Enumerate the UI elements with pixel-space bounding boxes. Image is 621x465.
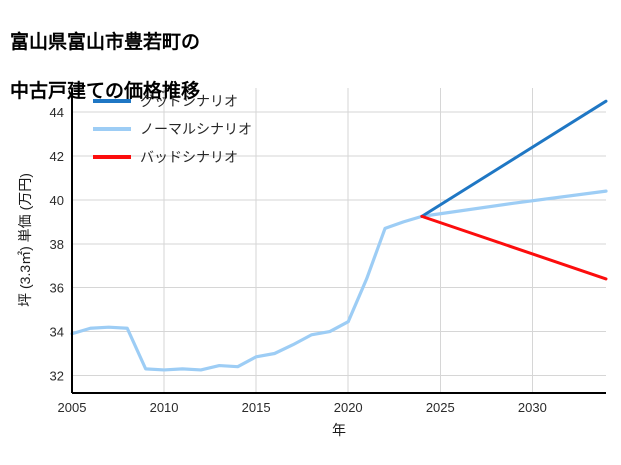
x-tick-label: 2020 <box>334 400 363 415</box>
x-tick-label: 2015 <box>242 400 271 415</box>
y-tick-labels: 32 34 36 38 40 42 44 <box>50 105 64 383</box>
legend-label-0: グッドシナリオ <box>140 93 238 109</box>
series-line-バッドシナリオ <box>420 214 608 281</box>
y-tick-label: 34 <box>50 325 64 340</box>
x-tick-label: 2025 <box>426 400 455 415</box>
x-tick-label: 2005 <box>58 400 87 415</box>
title-line-2: 中古戸建ての価格推移 <box>10 80 201 102</box>
y-tick-label: 44 <box>50 105 64 120</box>
x-tick-label: 2030 <box>518 400 547 415</box>
series-line-ノーマルシナリオ <box>70 189 608 372</box>
series-group <box>70 99 608 372</box>
page-title: 富山県富山市豊若町の 中古戸建ての価格推移 <box>10 7 200 129</box>
y-tick-label: 36 <box>50 281 64 296</box>
x-tick-labels: 2005 2010 2015 2020 2025 2030 <box>58 400 547 415</box>
y-tick-label: 40 <box>50 193 64 208</box>
y-tick-label: 42 <box>50 149 64 164</box>
title-line-1: 富山県富山市豊若町の <box>10 32 201 54</box>
y-axis-title: 坪 (3.3㎡) 単価 (万円) <box>17 173 33 307</box>
series-line-グッドシナリオ <box>420 99 608 218</box>
axis-spines <box>70 88 606 395</box>
x-tick-label: 2010 <box>150 400 179 415</box>
legend-label-1: ノーマルシナリオ <box>140 121 252 137</box>
legend-label-2: バッドシナリオ <box>140 149 238 165</box>
y-tick-label: 38 <box>50 237 64 252</box>
y-tick-label: 32 <box>50 368 64 383</box>
x-axis-title: 年 <box>332 422 346 438</box>
